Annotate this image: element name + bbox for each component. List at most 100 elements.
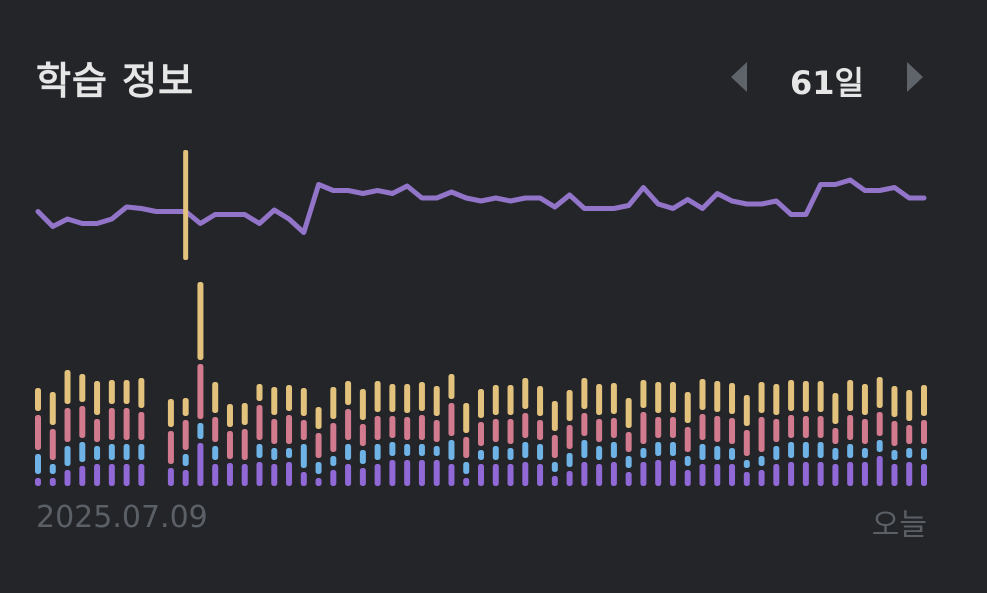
bar-segment-yellow	[167, 399, 174, 427]
bar-segment-purple	[492, 464, 499, 486]
bar-segment-blue	[625, 456, 632, 468]
bar-segment-pink	[330, 423, 337, 452]
bar-segment-yellow	[374, 381, 381, 412]
bar-segment-yellow	[108, 380, 115, 404]
bar-segment-blue	[906, 448, 913, 458]
bar-segment-purple	[507, 464, 514, 486]
bar-segment-pink	[610, 418, 617, 438]
bar-segment-yellow	[610, 383, 617, 414]
bar-segment-purple	[64, 470, 71, 486]
bar-segment-blue	[64, 446, 71, 466]
bar-segment-yellow	[655, 382, 662, 413]
bar-segment-yellow	[507, 385, 514, 415]
bar-segment-pink	[167, 431, 174, 464]
bar-segment-pink	[537, 420, 544, 440]
bar-segment-pink	[182, 420, 189, 450]
bar-segment-purple	[49, 478, 56, 486]
bar-segment-pink	[522, 413, 529, 438]
bar-segment-pink	[684, 427, 691, 452]
bar-segment-yellow	[817, 381, 824, 412]
bar-segment-yellow	[743, 395, 750, 426]
bar-segment-yellow	[241, 403, 248, 425]
bar-segment-yellow	[788, 380, 795, 411]
bar-segment-blue	[655, 442, 662, 456]
bar-segment-purple	[684, 470, 691, 486]
bar-segment-blue	[861, 448, 868, 458]
bar-segment-blue	[610, 442, 617, 458]
bar-segment-yellow	[64, 370, 71, 404]
next-range-button[interactable]	[903, 58, 927, 96]
bar-segment-yellow	[359, 389, 366, 420]
bar-segment-pink	[404, 417, 411, 440]
bar-segment-purple	[625, 472, 632, 486]
bar-segment-yellow	[581, 378, 588, 409]
bar-segment-pink	[79, 406, 86, 438]
bar-segment-yellow	[492, 385, 499, 415]
bar-segment-blue	[581, 440, 588, 458]
bar-segment-blue	[300, 444, 307, 468]
bar-segment-pink	[123, 408, 130, 440]
bar-segment-pink	[729, 418, 736, 444]
bar-segment-purple	[389, 460, 396, 486]
bar-segment-purple	[669, 460, 676, 486]
bar-segment-purple	[197, 443, 204, 486]
bar-segment-pink	[507, 419, 514, 444]
bar-segment-yellow	[94, 381, 101, 415]
bar-segment-yellow	[197, 282, 204, 360]
bar-segment-purple	[537, 464, 544, 486]
bar-segment-purple	[79, 466, 86, 486]
bar-segment-purple	[478, 464, 484, 486]
bar-segment-purple	[714, 464, 721, 486]
bar-segment-blue	[389, 442, 396, 456]
bar-segment-yellow	[921, 385, 927, 416]
bar-segment-yellow	[212, 382, 219, 413]
bar-segment-pink	[389, 416, 396, 438]
bar-segment-blue	[699, 444, 706, 460]
bar-segment-pink	[640, 412, 647, 444]
bar-segment-pink	[374, 416, 381, 440]
bar-segment-purple	[138, 464, 145, 486]
bar-segment-purple	[35, 478, 41, 486]
bar-segment-blue	[522, 442, 529, 458]
bar-segment-pink	[433, 420, 440, 442]
bar-segment-purple	[300, 472, 307, 486]
bar-segment-blue	[773, 446, 780, 460]
bar-segment-blue	[551, 462, 558, 472]
bar-segment-blue	[197, 423, 204, 439]
bar-segment-pink	[35, 415, 41, 450]
bar-segment-purple	[655, 460, 662, 486]
bar-segment-blue	[286, 448, 293, 458]
prev-range-button[interactable]	[727, 58, 751, 96]
bar-segment-purple	[788, 462, 795, 486]
bar-segment-pink	[359, 424, 366, 446]
bar-segment-pink	[345, 409, 352, 440]
bar-segment-blue	[404, 444, 411, 456]
bar-segment-purple	[773, 464, 780, 486]
bar-segment-pink	[241, 429, 248, 460]
bar-segment-yellow	[404, 384, 411, 413]
bar-segment-pink	[226, 431, 233, 459]
bar-segment-purple	[404, 460, 411, 486]
bar-segment-pink	[286, 415, 293, 444]
bar-segment-yellow	[876, 377, 883, 408]
bar-segment-pink	[256, 405, 263, 440]
bar-segment-blue	[345, 444, 352, 460]
bar-segment-pink	[906, 425, 913, 444]
bar-segment-pink	[138, 412, 145, 440]
bar-segment-yellow	[714, 381, 721, 412]
bar-segment-pink	[551, 435, 558, 458]
bar-segment-yellow	[478, 389, 484, 418]
bar-segment-blue	[79, 442, 86, 462]
bar-segment-pink	[596, 419, 603, 442]
bar-segment-pink	[802, 416, 809, 438]
bar-segment-pink	[699, 414, 706, 440]
bar-segment-purple	[123, 464, 130, 486]
chevron-right-icon	[907, 62, 923, 92]
bar-segment-pink	[94, 419, 101, 442]
bar-segment-purple	[345, 464, 352, 486]
bar-segment-yellow	[226, 404, 233, 427]
bar-segment-pink	[669, 417, 676, 438]
bar-segment-pink	[300, 420, 307, 440]
bar-segment-purple	[241, 464, 248, 486]
